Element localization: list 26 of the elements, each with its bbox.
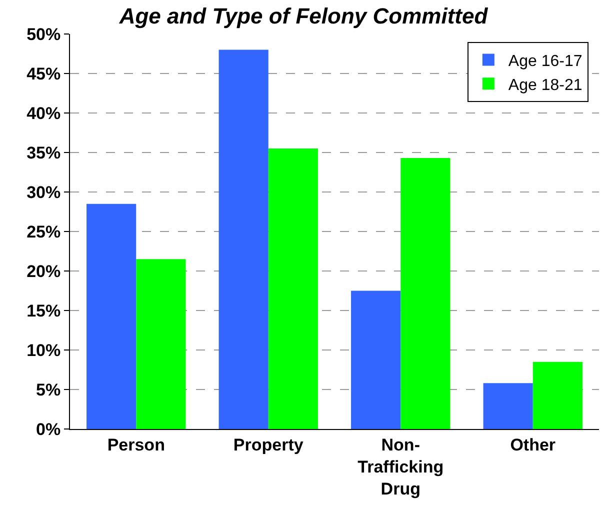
y-tick-label: 50% [26, 24, 61, 44]
x-tick-label: Person [107, 435, 165, 454]
bar [268, 148, 318, 429]
bar [483, 383, 533, 429]
y-tick-label: 45% [26, 64, 61, 84]
y-tick-label: 10% [26, 340, 61, 360]
y-tick-label: 0% [36, 420, 61, 439]
legend-label: Age 16-17 [508, 53, 582, 70]
y-tick-label: 35% [26, 143, 61, 162]
chart-title: Age and Type of Felony Committed [118, 3, 488, 28]
x-tick-label: Non-Trafficking Drug [358, 435, 444, 499]
y-tick-label: 30% [26, 182, 61, 202]
bar [86, 204, 136, 429]
bar [218, 50, 268, 429]
x-tick-label: Other [510, 435, 556, 454]
y-tick-label: 15% [26, 301, 61, 320]
y-tick-label: 25% [26, 222, 61, 242]
y-tick-label: 40% [26, 104, 61, 123]
bar [400, 158, 450, 429]
bar [351, 290, 401, 429]
bar [532, 362, 582, 429]
bar [136, 259, 186, 429]
x-tick-label: Property [233, 435, 304, 454]
y-tick-label: 20% [26, 262, 61, 281]
y-tick-label: 5% [36, 380, 61, 400]
legend-label: Age 18-21 [508, 76, 582, 94]
